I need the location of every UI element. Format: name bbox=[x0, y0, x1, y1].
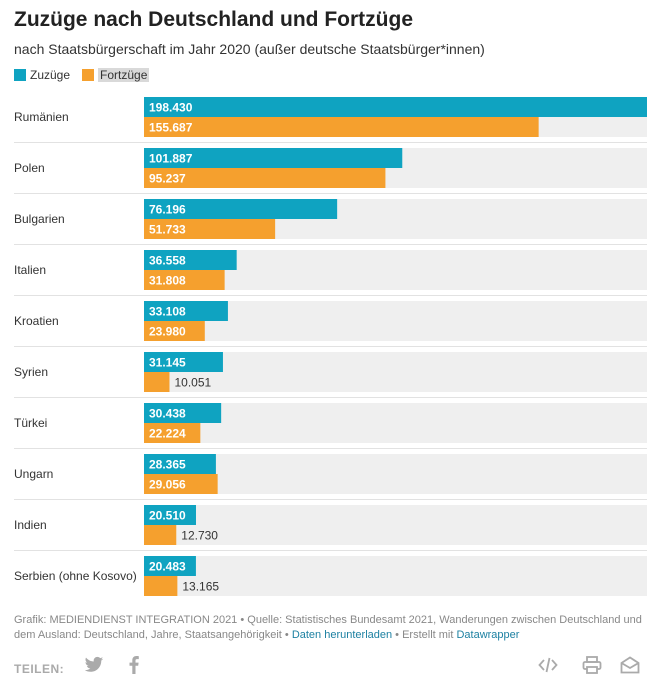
value-label: 28.365 bbox=[149, 458, 186, 472]
value-label: 29.056 bbox=[149, 478, 186, 492]
embed-icon[interactable] bbox=[538, 656, 558, 674]
bar-fortzuege[interactable] bbox=[144, 270, 225, 290]
value-label: 95.237 bbox=[149, 172, 186, 186]
category-label: Bulgarien bbox=[14, 212, 65, 226]
bar-fortzuege[interactable] bbox=[144, 117, 539, 137]
value-label: 10.051 bbox=[174, 376, 211, 390]
value-label: 31.145 bbox=[149, 356, 186, 370]
value-label: 13.165 bbox=[182, 580, 219, 594]
bar-zuzuege[interactable] bbox=[144, 250, 237, 270]
footer-text-1: Grafik: MEDIENDIENST INTEGRATION 2021 • … bbox=[14, 614, 642, 641]
value-label: 31.808 bbox=[149, 274, 186, 288]
footer-text-2: • Erstellt mit bbox=[392, 629, 457, 641]
twitter-icon[interactable] bbox=[84, 656, 104, 674]
legend-item-zuzuege[interactable]: Zuzüge bbox=[14, 68, 70, 82]
bar-fortzuege[interactable] bbox=[144, 576, 178, 596]
bar-zuzuege[interactable] bbox=[144, 454, 216, 474]
value-label: 23.980 bbox=[149, 325, 186, 339]
chart-subtitle: nach Staatsbürgerschaft im Jahr 2020 (au… bbox=[14, 41, 485, 57]
footer-credits: Grafik: MEDIENDIENST INTEGRATION 2021 • … bbox=[14, 613, 644, 643]
datawrapper-link[interactable]: Datawrapper bbox=[456, 629, 520, 641]
bar-fortzuege[interactable] bbox=[144, 219, 276, 239]
facebook-icon[interactable] bbox=[128, 656, 140, 674]
chart-title: Zuzüge nach Deutschland und Fortzüge bbox=[14, 8, 413, 31]
row-background bbox=[144, 454, 647, 494]
category-label: Ungarn bbox=[14, 467, 53, 481]
legend-item-fortzuege[interactable]: Fortzüge bbox=[82, 68, 150, 82]
legend-label-fortzuege: Fortzüge bbox=[98, 68, 150, 82]
row-background bbox=[144, 403, 647, 443]
bar-zuzuege[interactable] bbox=[144, 301, 228, 321]
category-label: Kroatien bbox=[14, 314, 59, 328]
bar-fortzuege[interactable] bbox=[144, 372, 170, 392]
row-background bbox=[144, 352, 647, 392]
category-label: Indien bbox=[14, 518, 47, 532]
bar-zuzuege[interactable] bbox=[144, 556, 196, 576]
legend-swatch-fortzuege bbox=[82, 69, 95, 81]
bar-zuzuege[interactable] bbox=[144, 97, 647, 117]
value-label: 101.887 bbox=[149, 152, 193, 166]
value-label: 22.224 bbox=[149, 427, 186, 441]
value-label: 51.733 bbox=[149, 223, 186, 237]
value-label: 12.730 bbox=[181, 529, 218, 543]
category-label: Italien bbox=[14, 263, 46, 277]
value-label: 155.687 bbox=[149, 121, 193, 135]
value-label: 20.510 bbox=[149, 509, 186, 523]
bar-zuzuege[interactable] bbox=[144, 148, 403, 168]
row-background bbox=[144, 556, 647, 596]
category-label: Rumänien bbox=[14, 110, 69, 124]
share-label: TEILEN: bbox=[14, 662, 65, 676]
value-label: 20.483 bbox=[149, 560, 186, 574]
legend-label-zuzuege: Zuzüge bbox=[30, 68, 71, 82]
bar-zuzuege[interactable] bbox=[144, 199, 338, 219]
legend-swatch-zuzuege bbox=[14, 69, 26, 81]
bar-fortzuege[interactable] bbox=[144, 321, 205, 341]
bar-chart: Rumänien 198.430 155.687 Polen 101.887 95.237… bbox=[14, 97, 647, 596]
value-label: 36.558 bbox=[149, 254, 186, 268]
download-data-link[interactable]: Daten herunterladen bbox=[291, 629, 393, 641]
value-label: 30.438 bbox=[149, 407, 186, 421]
category-label: Polen bbox=[14, 161, 45, 175]
category-label: Serbien (ohne Kosovo) bbox=[14, 569, 137, 583]
bar-fortzuege[interactable] bbox=[144, 168, 386, 188]
bar-zuzuege[interactable] bbox=[144, 403, 222, 423]
legend: Zuzüge Fortzüge bbox=[14, 68, 161, 82]
category-label: Syrien bbox=[14, 365, 48, 379]
bar-zuzuege[interactable] bbox=[144, 505, 196, 525]
email-icon[interactable] bbox=[620, 656, 640, 674]
category-label: Türkei bbox=[14, 416, 47, 430]
value-label: 33.108 bbox=[149, 305, 186, 319]
bar-zuzuege[interactable] bbox=[144, 352, 223, 372]
bar-fortzuege[interactable] bbox=[144, 423, 201, 443]
print-icon[interactable] bbox=[582, 656, 602, 674]
bar-fortzuege[interactable] bbox=[144, 525, 177, 545]
value-label: 76.196 bbox=[149, 203, 186, 217]
bar-fortzuege[interactable] bbox=[144, 474, 218, 494]
value-label: 198.430 bbox=[149, 101, 193, 115]
row-background bbox=[144, 505, 647, 545]
